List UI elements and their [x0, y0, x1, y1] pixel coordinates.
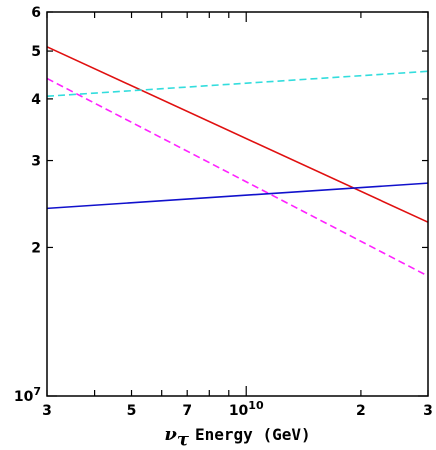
y-tick-label: 3: [31, 154, 41, 170]
x-tick-label: 3: [42, 403, 52, 419]
series-line-2: [46, 77, 429, 277]
plot-frame: [46, 11, 429, 397]
x-axis-symbol: ν: [164, 424, 177, 445]
y-tick-label: 5: [31, 44, 41, 60]
x-tick-label: 5: [127, 403, 137, 419]
y-tick-label: 2: [31, 240, 41, 256]
series-line-1: [46, 46, 429, 223]
x-axis-subscript: τ: [177, 429, 190, 450]
series-line-3: [46, 70, 429, 98]
x-tick-label: 1010: [229, 399, 264, 419]
x-axis-text: Energy (GeV): [195, 425, 311, 444]
series-layer: [46, 46, 429, 277]
y-tick-label: 6: [31, 5, 41, 21]
x-tick-label: 2: [356, 403, 366, 419]
x-axis-title: ντ Energy (GeV): [164, 424, 310, 450]
y-tick-label: 107: [14, 385, 41, 405]
y-tick-label: 4: [31, 92, 41, 108]
x-tick-label: 7: [182, 403, 192, 419]
x-tick-label: 3: [423, 403, 433, 419]
series-line-4: [46, 182, 429, 210]
